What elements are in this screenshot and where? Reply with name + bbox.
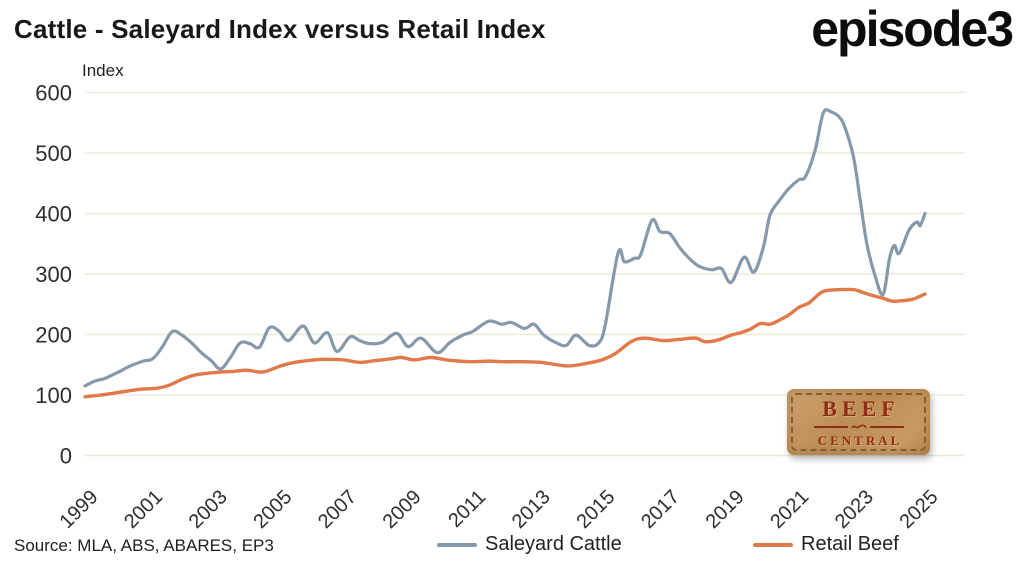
badge-divider [813, 423, 904, 432]
legend-label-retail: Retail Beef [801, 533, 899, 555]
x-tick-label: 2011 [444, 486, 490, 532]
page-title: Cattle - Saleyard Index versus Retail In… [14, 14, 546, 44]
y-tick-label: 100 [35, 383, 72, 408]
y-axis-label: Index [82, 61, 124, 80]
saleyard-line-swatch-icon [437, 542, 477, 547]
x-tick-label: 2001 [120, 486, 167, 533]
x-tick-label: 2013 [508, 486, 555, 533]
legend-label-saleyard: Saleyard Cattle [485, 533, 622, 555]
beef-central-badge: BEEF CENTRAL [787, 389, 930, 455]
x-tick-label: 2003 [185, 486, 232, 533]
badge-title: BEEF [822, 395, 900, 421]
x-tick-label: 2005 [249, 486, 296, 533]
y-tick-label: 600 [35, 81, 72, 106]
x-tick-label: 2019 [702, 486, 749, 533]
episode3-logo: episode3 [811, 1, 1014, 57]
x-tick-label: 2015 [572, 486, 619, 533]
steer-icon [850, 423, 867, 428]
x-tick-label: 2021 [766, 486, 813, 533]
chart-legend: Saleyard Cattle Retail Beef [0, 533, 1024, 563]
x-tick-label: 2017 [637, 486, 684, 533]
legend-item-retail: Retail Beef [753, 533, 899, 556]
legend-item-saleyard: Saleyard Cattle [437, 533, 622, 556]
y-tick-label: 300 [35, 262, 72, 287]
badge-subtitle: CENTRAL [817, 432, 903, 448]
x-tick-label: 2025 [896, 486, 943, 533]
x-tick-label: 2023 [831, 486, 878, 533]
y-tick-label: 400 [35, 202, 72, 227]
x-tick-label: 2009 [379, 486, 426, 533]
x-tick-label: 1999 [56, 486, 103, 533]
source-note: Source: MLA, ABS, ABARES, EP3 [14, 536, 274, 555]
badge-stitch-border: BEEF CENTRAL [791, 393, 926, 451]
retail-line-swatch-icon [753, 542, 793, 547]
y-tick-label: 0 [60, 444, 72, 469]
y-tick-label: 200 [35, 323, 72, 348]
x-tick-label: 2007 [314, 486, 361, 533]
series-line-saleyard [83, 108, 927, 388]
series-line-retail [83, 287, 927, 399]
y-tick-label: 500 [35, 141, 72, 166]
